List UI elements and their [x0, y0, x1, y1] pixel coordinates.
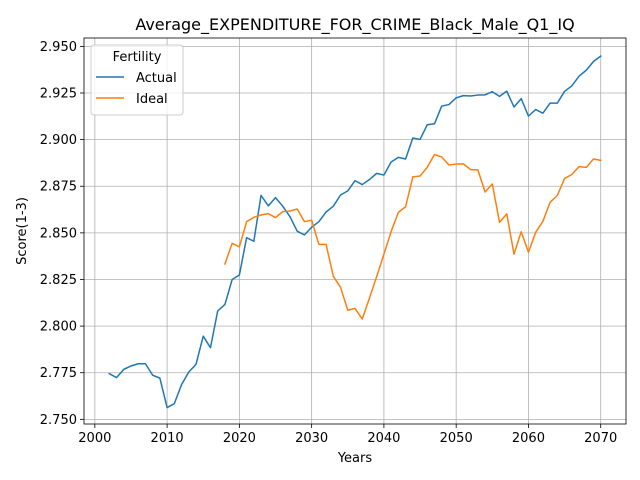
y-tick-label: 2.925 [40, 87, 77, 102]
series-layer [108, 55, 602, 409]
y-tick-label: 2.775 [40, 366, 77, 381]
y-tick-label: 2.825 [40, 273, 77, 288]
legend-label-ideal: Ideal [136, 92, 168, 107]
x-tick-label: 2020 [223, 431, 256, 446]
y-tick-label: 2.875 [40, 180, 77, 195]
legend-label-actual: Actual [136, 71, 177, 86]
x-tick-label: 2070 [584, 431, 617, 446]
x-tick-label: 2060 [512, 431, 545, 446]
series-line-actual [108, 55, 602, 409]
y-tick-label: 2.800 [40, 320, 77, 335]
y-tick-label: 2.900 [40, 133, 77, 148]
series-line-ideal [223, 153, 602, 320]
y-axis: 2.750 2.775 2.800 2.825 2.850 2.875 2.900 2.925… [40, 40, 84, 428]
legend: Fertility Actual Ideal [90, 44, 184, 116]
x-tick-label: 2040 [367, 431, 400, 446]
grid [84, 38, 626, 424]
plot-frame [83, 37, 627, 425]
x-tick-label: 2030 [295, 431, 328, 446]
y-tick-label: 2.750 [40, 413, 77, 428]
x-axis-label: Years [337, 451, 373, 466]
y-axis-label: Score(1-3) [15, 197, 30, 265]
legend-title: Fertility [113, 50, 162, 65]
y-tick-label: 2.850 [40, 226, 77, 241]
chart-title: Average_EXPENDITURE_FOR_CRIME_Black_Male… [135, 15, 574, 35]
y-tick-label: 2.950 [40, 40, 77, 55]
x-axis: 2000 2010 2020 2030 2040 2050 2060 2070 [78, 424, 617, 446]
x-tick-label: 2050 [440, 431, 473, 446]
x-tick-label: 2010 [151, 431, 184, 446]
x-tick-label: 2000 [78, 431, 111, 446]
